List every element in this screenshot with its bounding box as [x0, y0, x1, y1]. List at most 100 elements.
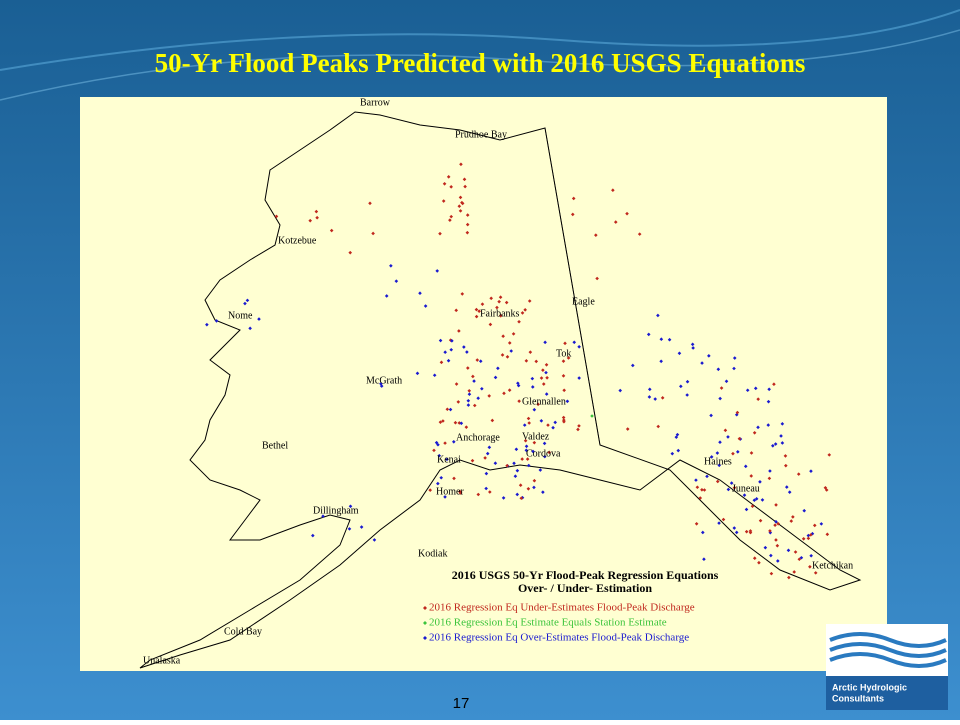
diamond [700, 487, 704, 492]
diamond [423, 636, 427, 640]
diamond [659, 359, 663, 364]
place-label: Homer [436, 486, 464, 497]
diamond [415, 371, 420, 376]
diamond [571, 196, 576, 201]
diamond [454, 308, 459, 313]
place-labels: Barrow Prudhoe Bay Kotzebue Nome Fairban… [143, 97, 853, 666]
diamond [618, 388, 623, 393]
diamond [677, 351, 682, 356]
diamond [776, 559, 780, 563]
diamond [813, 571, 818, 575]
diamond [493, 461, 498, 466]
diamond [717, 521, 721, 525]
diamond [544, 370, 548, 375]
diamond [594, 233, 598, 237]
diamond [532, 478, 537, 483]
diamond [448, 407, 453, 412]
diamond [576, 427, 580, 432]
diamond [437, 453, 442, 458]
diamond [695, 485, 700, 490]
diamond [749, 474, 754, 478]
diamond [509, 349, 514, 353]
diamond [532, 440, 537, 445]
diamond [758, 518, 763, 523]
diamond [518, 483, 523, 488]
diamond [460, 201, 465, 206]
diamond [735, 450, 740, 454]
diamond [562, 388, 566, 393]
diamond [756, 425, 760, 430]
diamond [646, 332, 651, 337]
diamond [476, 492, 481, 497]
diamond [445, 457, 449, 462]
diamond [505, 463, 509, 468]
diamond [709, 413, 713, 418]
diamond [452, 476, 456, 481]
diamond [700, 530, 705, 535]
diamond [512, 461, 516, 466]
diamond [495, 305, 499, 310]
diamond [539, 376, 544, 380]
diamond [489, 296, 493, 301]
diamond [656, 313, 660, 318]
diamond [716, 367, 721, 372]
diamond [766, 423, 771, 427]
diamond [719, 386, 724, 390]
diamond [526, 416, 531, 421]
diamond [726, 487, 731, 492]
logo-text: Consultants [832, 693, 884, 703]
place-label: Kotzebue [278, 235, 317, 246]
diamond [717, 463, 722, 468]
diamond [457, 204, 462, 208]
diamond [752, 556, 757, 561]
diamond [630, 363, 635, 368]
diamond [515, 468, 520, 473]
legend-items: 2016 Regression Eq Under-Estimates Flood… [423, 602, 695, 644]
diamond [812, 523, 817, 528]
diamond [791, 515, 795, 519]
diamond [368, 201, 372, 206]
diamond [438, 338, 443, 343]
diamond [449, 214, 454, 219]
diamond [448, 218, 452, 222]
legend-title: 2016 USGS 50-Yr Flood-Peak Regression Eq… [452, 568, 719, 582]
diamond [743, 464, 748, 469]
diamond [748, 529, 753, 533]
diamond [768, 469, 772, 473]
diamond [472, 379, 476, 383]
diamond [824, 488, 829, 492]
diamond [784, 485, 789, 489]
diamond [647, 387, 652, 392]
diamond [476, 396, 480, 400]
diamond [347, 527, 352, 531]
diamond [488, 490, 492, 494]
diamond [434, 440, 439, 445]
diamond [760, 498, 765, 502]
diamond [551, 425, 555, 430]
diamond [458, 195, 463, 200]
diamond [553, 420, 558, 425]
diamond [517, 399, 521, 403]
diamond [456, 400, 461, 404]
diamond [561, 359, 566, 363]
diamond [448, 338, 453, 342]
border [544, 127, 601, 446]
diamond [744, 529, 749, 534]
diamond [446, 175, 451, 179]
diamond [445, 407, 450, 412]
diamond [371, 231, 375, 236]
diamond [379, 381, 383, 386]
diamond [809, 553, 813, 558]
diamond [359, 525, 364, 529]
diamond [737, 436, 742, 441]
diamond [466, 366, 470, 370]
diamond [446, 358, 451, 363]
diamond [453, 420, 458, 425]
diamond [707, 354, 711, 358]
diamond [519, 496, 524, 501]
place-label: Haines [704, 456, 732, 467]
diamond [767, 476, 772, 481]
diamond [685, 393, 689, 397]
diamond [462, 345, 466, 349]
